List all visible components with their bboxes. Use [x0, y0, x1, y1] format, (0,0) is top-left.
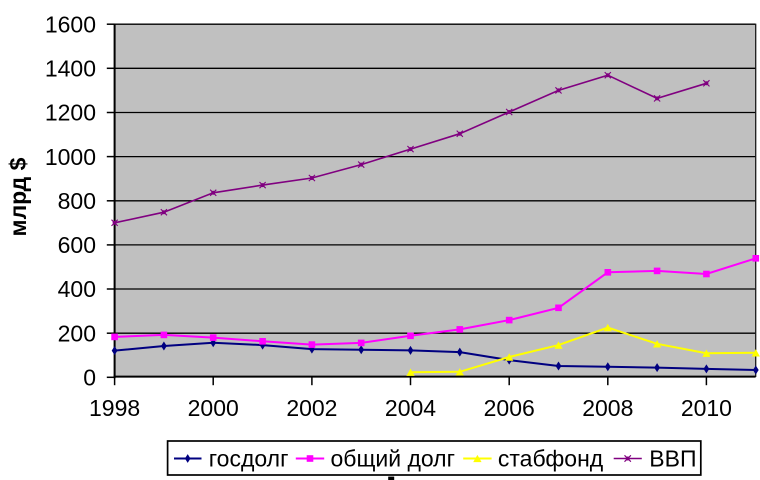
svg-text:400: 400 — [58, 276, 96, 302]
svg-text:800: 800 — [58, 188, 96, 214]
svg-text:ВВП: ВВП — [649, 446, 696, 472]
svg-text:1400: 1400 — [45, 56, 96, 82]
svg-text:2006: 2006 — [484, 395, 535, 421]
svg-text:млрд $: млрд $ — [5, 157, 31, 236]
svg-text:2004: 2004 — [385, 395, 436, 421]
svg-text:0: 0 — [83, 365, 96, 391]
svg-text:1200: 1200 — [45, 100, 96, 126]
svg-text:стабфонд: стабфонд — [498, 446, 604, 472]
svg-text:2008: 2008 — [582, 395, 633, 421]
svg-text:1600: 1600 — [45, 11, 96, 37]
svg-text:общий долг: общий долг — [331, 446, 456, 472]
svg-text:2000: 2000 — [188, 395, 239, 421]
svg-text:1000: 1000 — [45, 144, 96, 170]
svg-text:2002: 2002 — [286, 395, 337, 421]
svg-text:1998: 1998 — [89, 395, 140, 421]
svg-text:госдолг: госдолг — [209, 446, 289, 472]
svg-text:200: 200 — [58, 320, 96, 346]
svg-text:2010: 2010 — [681, 395, 732, 421]
svg-text:600: 600 — [58, 232, 96, 258]
